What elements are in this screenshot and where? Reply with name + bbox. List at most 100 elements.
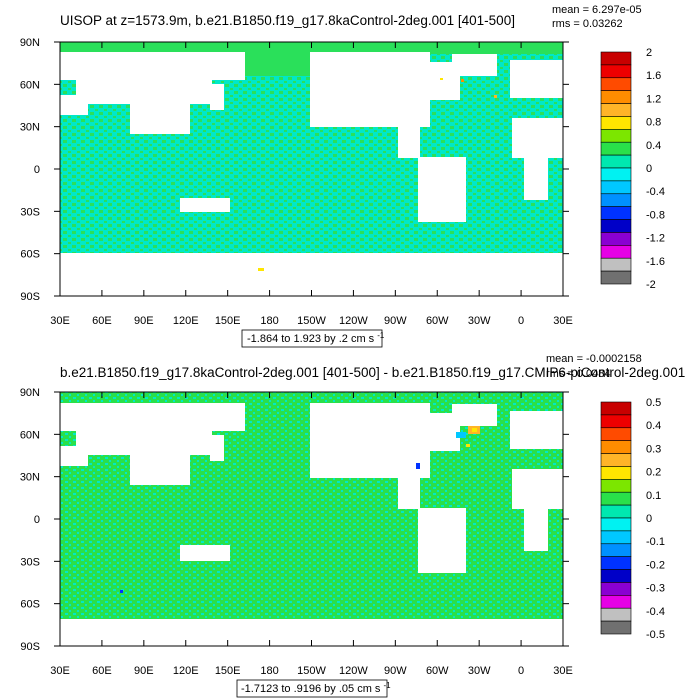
panel-1-rms: rms = 0.03262 (552, 18, 623, 30)
panel-1-land-australia (180, 198, 230, 212)
panel-1-colorbar-label: -1.2 (646, 233, 665, 245)
panel-2-land-asia (76, 431, 212, 455)
panel-1-range-sup: -1 (377, 331, 385, 340)
panel-1-land-eurasia (60, 52, 245, 80)
panel-2-colorbar-box (600, 440, 632, 454)
panel-1-x-tick-label: 60E (92, 315, 112, 327)
panel-2-colorbar-box (600, 582, 632, 596)
panel-1-range-label: -1.864 to 1.923 by .2 cm s -1 (247, 331, 385, 345)
panel-2-colorbar-box (600, 620, 632, 635)
panel-1-title: UISOP at z=1573.9m, b.e21.B1850.f19_g17.… (60, 13, 515, 28)
panel-1-colorbar-label: 1.2 (646, 93, 661, 105)
panel-1-colorbar-box (600, 245, 632, 259)
panel-1-colorbar-box (600, 77, 632, 91)
panel-2-colorbar-label: -0.1 (646, 536, 665, 548)
panel-1-spot-3 (494, 95, 497, 98)
panel-1-land-africa-south (524, 158, 548, 200)
panel-1-colorbar-box (600, 129, 632, 143)
panel-2-colorbar-box (600, 414, 632, 429)
panel-1-colorbar-box (600, 232, 632, 246)
panel-2-land-eurasia (60, 403, 245, 431)
panel-1-antarctic-bottom (60, 279, 563, 292)
panel-1-colorbar-box (600, 90, 632, 104)
panel-1-colorbar-box (600, 103, 632, 117)
panel-1-y-tick-label: 90N (20, 37, 40, 49)
panel-1-colorbar-label: 1.6 (646, 70, 661, 82)
panel-1-x-tick-label: 120W (339, 315, 368, 327)
panel-1-colorbar-box (600, 257, 632, 272)
panel-2-colorbar-box (600, 607, 632, 622)
panel-2-y-tick-label: 30S (20, 556, 40, 568)
panel-1-mean: mean = 6.297e-05 (552, 4, 642, 16)
panel-1-land-central-am (398, 124, 420, 158)
panel-2-range-text: -1.7123 to .9196 by .05 cm s (241, 683, 381, 695)
panel-2-range-box (236, 679, 388, 698)
panel-1-colorbar-box (600, 193, 632, 207)
panel-1-colorbar-box (600, 206, 632, 220)
panel-1-x-tick-label: 180 (260, 315, 278, 327)
panel-2-colorbar-box (600, 401, 632, 416)
panel-2-colorbar-label: -0.3 (646, 583, 665, 595)
panel-2-colorbar-label: 0.1 (646, 490, 661, 502)
panel-1-land-seasia (130, 104, 190, 134)
panel-2-y-tick-label: 30N (20, 472, 40, 484)
panel-2-range-sup: -1 (383, 681, 391, 690)
panel-1-land-greenland (452, 54, 497, 76)
panel-2-mean: mean = -0.0002158 (546, 353, 642, 365)
panel-1-x-tick-label: 30E (50, 315, 70, 327)
panel-2-x-tick-label: 0 (518, 665, 524, 677)
panel-1-colorbar-box (600, 64, 632, 79)
panel-1-land-japan (210, 84, 224, 110)
panel-2-rms: rms = 0.0484 (546, 368, 611, 380)
panel-1-land-arabia (60, 95, 88, 115)
panel-1-x-tick-label: 90W (384, 315, 407, 327)
panel-1-colorbar-label: -1.6 (646, 256, 665, 268)
panel-1-colorbar-box (600, 219, 632, 233)
panel-1-colorbar-label: 0 (646, 163, 652, 175)
panel-1-y-tick-label: 30N (20, 122, 40, 134)
panel-2-land-seasia (130, 455, 190, 485)
panel-2-colorbar-box (600, 479, 632, 493)
panel-2-land-canada (380, 413, 460, 451)
panel-2: b.e21.B1850.f19_g17.8kaControl-2deg.001 … (20, 353, 685, 698)
panel-2-colorbar-label: 0.4 (646, 420, 661, 432)
panel-1-y-tick-label: 0 (34, 164, 40, 176)
panel-2-land-africa (512, 469, 563, 509)
panel-2-colorbar-box (600, 427, 632, 441)
panel-1-land-europe (510, 60, 563, 98)
panel-2-x-tick-label: 150E (215, 665, 241, 677)
panel-1-y-axis: 90N 60N 30N 0 30S 60S 90S (20, 37, 569, 303)
panel-2-x-tick-label: 120W (339, 665, 368, 677)
panel-2-land-central-am (398, 475, 420, 509)
panel-1-x-tick-label: 120E (173, 315, 199, 327)
panel-1-x-tick-label: 90E (134, 315, 154, 327)
panel-2-y-tick-label: 90N (20, 387, 40, 399)
panel-2-land-europe (510, 411, 563, 449)
panel-2-colorbar-box (600, 569, 632, 583)
panel-1-x-tick-label: 30W (468, 315, 491, 327)
panel-1-colorbar-label: 0.8 (646, 117, 661, 129)
panel-1-colorbar-box (600, 180, 632, 195)
panel-2-colorbar-box (600, 517, 632, 532)
panel-2-colorbar-box (600, 491, 632, 506)
panel-2-y-tick-label: 0 (34, 514, 40, 526)
panel-1: UISOP at z=1573.9m, b.e21.B1850.f19_g17.… (20, 4, 665, 348)
panel-2-land-africa-south (524, 509, 548, 551)
panel-1-colorbar-box (600, 51, 632, 66)
panel-1-y-tick-label: 90S (20, 291, 40, 303)
panel-2-land-australia (180, 545, 230, 561)
panel-2-colorbar-label: -0.5 (646, 629, 665, 641)
panel-1-y-tick-label: 30S (20, 206, 40, 218)
panel-1-y-tick-label: 60S (20, 249, 40, 261)
panel-2-colorbar-box (600, 453, 632, 467)
panel-1-land-africa (512, 118, 563, 158)
panel-2-range-label: -1.7123 to .9196 by .05 cm s -1 (241, 681, 391, 695)
panel-2-x-tick-label: 60E (92, 665, 112, 677)
panel-2-anomaly-6 (120, 590, 123, 593)
panel-1-land-sa (418, 157, 466, 222)
panel-2-x-tick-label: 150W (297, 665, 326, 677)
panel-1-colorbar: 2 1.6 1.2 0.8 0.4 0 -0.4 -0.8 -1.2 -1.6 -2 (600, 47, 665, 291)
panel-2-x-tick-label: 30E (553, 665, 573, 677)
panel-2-y-tick-label: 90S (20, 641, 40, 653)
